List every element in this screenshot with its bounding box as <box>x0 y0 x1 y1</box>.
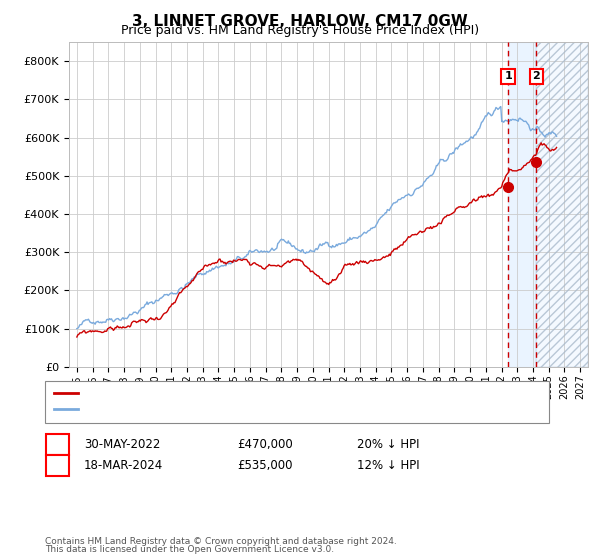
Text: 2: 2 <box>53 459 62 472</box>
Text: 3, LINNET GROVE, HARLOW, CM17 0GW: 3, LINNET GROVE, HARLOW, CM17 0GW <box>132 14 468 29</box>
Text: 1: 1 <box>504 71 512 81</box>
Bar <box>508 42 536 367</box>
Bar <box>536 42 588 367</box>
Text: 3, LINNET GROVE, HARLOW, CM17 0GW (detached house): 3, LINNET GROVE, HARLOW, CM17 0GW (detac… <box>82 388 406 398</box>
Text: £535,000: £535,000 <box>237 459 293 472</box>
Text: This data is licensed under the Open Government Licence v3.0.: This data is licensed under the Open Gov… <box>45 545 334 554</box>
Text: £470,000: £470,000 <box>237 438 293 451</box>
Text: 20% ↓ HPI: 20% ↓ HPI <box>357 438 419 451</box>
Text: Contains HM Land Registry data © Crown copyright and database right 2024.: Contains HM Land Registry data © Crown c… <box>45 537 397 546</box>
Text: 1: 1 <box>53 438 62 451</box>
Text: 12% ↓ HPI: 12% ↓ HPI <box>357 459 419 472</box>
Text: 18-MAR-2024: 18-MAR-2024 <box>84 459 163 472</box>
Bar <box>536 42 588 367</box>
Text: 2: 2 <box>532 71 540 81</box>
Text: HPI: Average price, detached house, Harlow: HPI: Average price, detached house, Harl… <box>82 404 328 414</box>
Text: Price paid vs. HM Land Registry's House Price Index (HPI): Price paid vs. HM Land Registry's House … <box>121 24 479 37</box>
Text: 30-MAY-2022: 30-MAY-2022 <box>84 438 160 451</box>
